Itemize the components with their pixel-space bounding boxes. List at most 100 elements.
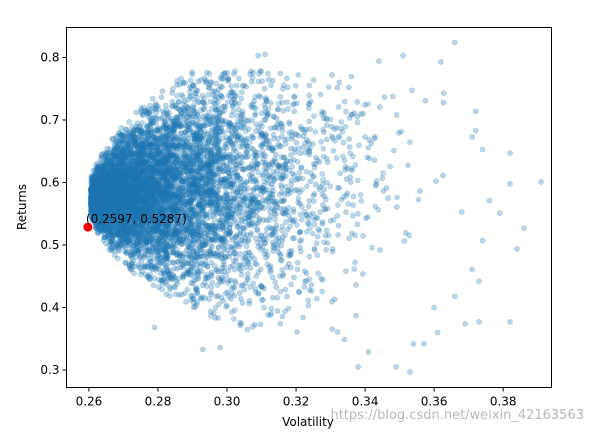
- scatter-point: [267, 269, 273, 276]
- scatter-point: [106, 227, 113, 234]
- scatter-point: [279, 99, 286, 106]
- scatter-point: [98, 169, 105, 176]
- scatter-point: [176, 227, 183, 234]
- scatter-point: [195, 182, 201, 189]
- scatter-point: [108, 245, 115, 251]
- scatter-point: [321, 193, 328, 200]
- scatter-point: [163, 239, 169, 246]
- scatter-point: [247, 264, 254, 271]
- scatter-point: [306, 92, 312, 99]
- scatter-point: [152, 180, 158, 187]
- scatter-point: [150, 170, 157, 177]
- scatter-point: [366, 155, 373, 162]
- scatter-point: [196, 222, 202, 229]
- scatter-point: [282, 232, 288, 238]
- scatter-point: [123, 141, 130, 148]
- scatter-point: [152, 228, 159, 235]
- scatter-point: [246, 165, 253, 171]
- scatter-point: [189, 213, 196, 220]
- scatter-point: [199, 196, 206, 203]
- scatter-point: [214, 124, 221, 131]
- scatter-point: [107, 163, 114, 170]
- scatter-point: [389, 93, 396, 100]
- scatter-point: [164, 220, 171, 227]
- scatter-point: [114, 155, 121, 162]
- scatter-point: [294, 328, 300, 335]
- scatter-point: [95, 193, 102, 200]
- scatter-point: [210, 115, 216, 122]
- scatter-point: [290, 218, 296, 225]
- scatter-point: [390, 147, 397, 154]
- scatter-point: [117, 149, 124, 155]
- scatter-point: [127, 150, 134, 157]
- scatter-point: [377, 247, 383, 253]
- scatter-point: [263, 98, 270, 105]
- scatter-point: [149, 187, 156, 194]
- scatter-point: [294, 175, 301, 182]
- scatter-point: [335, 222, 342, 229]
- scatter-point: [89, 197, 96, 204]
- scatter-point: [262, 96, 269, 103]
- scatter-point: [91, 205, 98, 212]
- scatter-point: [287, 189, 294, 196]
- scatter-point: [185, 271, 192, 278]
- scatter-point: [196, 211, 203, 217]
- scatter-point: [144, 183, 151, 189]
- scatter-point: [127, 252, 134, 258]
- scatter-point: [153, 215, 160, 222]
- scatter-point: [133, 210, 140, 217]
- scatter-point: [124, 193, 130, 200]
- scatter-point: [354, 177, 361, 184]
- scatter-point: [279, 124, 286, 130]
- scatter-point: [143, 235, 150, 242]
- scatter-point: [257, 321, 264, 328]
- scatter-point: [364, 101, 371, 107]
- scatter-point: [305, 302, 312, 309]
- scatter-point: [336, 79, 343, 86]
- scatter-point: [205, 229, 211, 236]
- scatter-point: [322, 206, 329, 213]
- scatter-point: [213, 80, 220, 87]
- scatter-point: [343, 108, 349, 115]
- scatter-point: [118, 172, 125, 179]
- scatter-point: [120, 179, 127, 186]
- scatter-point: [191, 138, 198, 144]
- scatter-point: [189, 181, 196, 188]
- scatter-point: [394, 194, 400, 201]
- scatter-point: [289, 235, 296, 242]
- scatter-point: [368, 244, 375, 251]
- scatter-point: [180, 80, 186, 87]
- scatter-point: [162, 186, 169, 193]
- scatter-point: [262, 116, 269, 123]
- scatter-point: [126, 119, 133, 125]
- scatter-point: [270, 131, 277, 138]
- scatter-point: [146, 146, 153, 153]
- scatter-point: [314, 233, 321, 240]
- scatter-point: [200, 122, 207, 129]
- scatter-point: [348, 111, 355, 118]
- scatter-point: [152, 169, 158, 176]
- scatter-point: [168, 143, 175, 150]
- scatter-point: [146, 227, 153, 233]
- scatter-point: [283, 75, 290, 82]
- scatter-point: [306, 253, 313, 260]
- scatter-point: [330, 147, 337, 154]
- scatter-point: [387, 163, 393, 170]
- scatter-point: [236, 213, 243, 220]
- scatter-point: [248, 252, 255, 259]
- scatter-point: [294, 259, 301, 266]
- scatter-point: [133, 184, 140, 191]
- scatter-point: [269, 294, 276, 301]
- scatter-point: [208, 150, 214, 157]
- scatter-point: [253, 105, 259, 112]
- scatter-point: [287, 216, 294, 223]
- scatter-point: [308, 281, 315, 288]
- scatter-point: [406, 139, 413, 145]
- scatter-point: [94, 181, 101, 188]
- scatter-point: [315, 270, 322, 277]
- scatter-point: [300, 144, 306, 150]
- scatter-point: [272, 216, 278, 223]
- scatter-point: [93, 211, 100, 218]
- scatter-point: [139, 222, 145, 228]
